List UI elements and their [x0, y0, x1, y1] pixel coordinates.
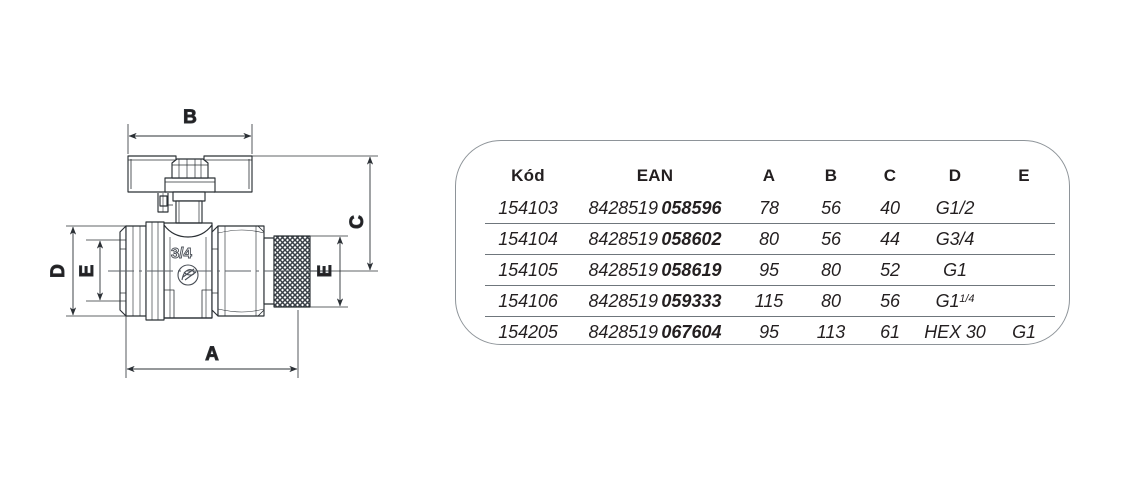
dimension-b: B	[127, 107, 253, 154]
ean-suffix: 058602	[661, 228, 722, 249]
dimension-d: D	[48, 225, 126, 317]
handle-hub	[164, 177, 216, 193]
specification-table: Kód EAN A B C D E 154103 8428519 058596 78…	[485, 159, 1055, 347]
dimension-a-label: A	[205, 344, 219, 365]
dimension-e-left: E	[77, 239, 126, 302]
cell-e	[993, 193, 1055, 224]
cell-a: 115	[739, 285, 799, 317]
table-header-row: Kód EAN A B C D E	[485, 159, 1055, 193]
cell-kod: 154106	[485, 285, 571, 317]
dimension-b-label: B	[183, 107, 197, 128]
cell-b: 113	[799, 316, 863, 347]
table-row: 154104 8428519 058602 80 56 44 G3/4	[485, 223, 1055, 255]
stem-hex-nut	[171, 158, 209, 179]
ball-valve-drawing: 3/4 B A	[48, 107, 378, 378]
cell-ean: 8428519 058619	[571, 254, 739, 286]
ean-suffix: 058596	[661, 197, 722, 218]
cell-d: G1/2	[917, 193, 993, 224]
cell-a: 78	[759, 197, 779, 218]
cell-d-value: G3/4	[935, 228, 975, 249]
table-row: 154106 8428519 059333 115 80 56 G11/4	[485, 285, 1055, 317]
dimension-c-label: C	[347, 215, 368, 229]
cell-kod: 154205	[485, 316, 571, 347]
handle-stop-tab	[157, 193, 173, 213]
dimension-e-right: E	[300, 235, 348, 308]
cell-a: 95	[739, 316, 799, 347]
ean-suffix: 059333	[661, 290, 722, 311]
cell-d-value: G1	[943, 259, 967, 280]
cell-e	[993, 285, 1055, 317]
cell-ean: 8428519 059333	[571, 285, 739, 317]
column-header-ean: EAN	[636, 166, 674, 185]
outlet-threaded-spigot	[263, 235, 311, 308]
cell-e	[993, 223, 1055, 255]
ean-prefix: 8428519	[588, 290, 658, 311]
cell-kod: 154104	[485, 223, 571, 255]
ean-prefix: 8428519	[588, 228, 658, 249]
column-header-b: B	[824, 166, 838, 185]
dimension-d-label: D	[48, 264, 69, 278]
cell-a: 95	[739, 254, 799, 286]
column-header-e: E	[1018, 166, 1030, 185]
cell-ean: 8428519 067604	[571, 316, 739, 347]
cell-ean: 8428519 058596	[571, 193, 739, 224]
cell-d: G1	[917, 254, 993, 286]
cell-c: 40	[880, 197, 900, 218]
table-row: 154205 8428519 067604 95 113 61 HEX 30 G1	[485, 316, 1055, 347]
cell-d-value: G1/2	[935, 197, 975, 218]
cell-d-superscript: 1/4	[959, 292, 975, 305]
cell-e: G1	[993, 316, 1055, 347]
column-header-c: C	[883, 166, 897, 185]
cell-kod: 154103	[498, 197, 558, 218]
body-marking-size: 3/4	[171, 245, 193, 262]
cell-b: 56	[821, 197, 841, 218]
cell-d-value: G1	[935, 290, 960, 311]
dimension-e-right-label: E	[315, 265, 336, 278]
technical-drawing-panel: 3/4 B A	[0, 0, 430, 500]
ean-prefix: 8428519	[588, 197, 658, 218]
column-header-d: D	[948, 166, 962, 185]
cell-kod: 154105	[485, 254, 571, 286]
cell-c: 44	[863, 223, 917, 255]
cell-e	[993, 254, 1055, 286]
cell-d-value: HEX 30	[924, 321, 986, 342]
column-header-kod: Kód	[511, 166, 545, 185]
ean-prefix: 8428519	[588, 321, 658, 342]
cell-b: 80	[799, 285, 863, 317]
cell-b: 80	[799, 254, 863, 286]
dimension-e-left-label: E	[77, 265, 98, 278]
cell-a: 80	[739, 223, 799, 255]
cell-c: 52	[863, 254, 917, 286]
column-header-a: A	[762, 166, 776, 185]
table-row: 154105 8428519 058619 95 80 52 G1	[485, 254, 1055, 286]
cell-c: 61	[863, 316, 917, 347]
dimension-table-panel: Kód EAN A B C D E 154103 8428519 058596 78…	[455, 140, 1070, 347]
ean-prefix: 8428519	[588, 259, 658, 280]
table-row: 154103 8428519 058596 78 56 40 G1/2	[485, 193, 1055, 224]
cell-d: HEX 30	[917, 316, 993, 347]
table-body: 154103 8428519 058596 78 56 40 G1/2 154104 8428…	[485, 193, 1055, 347]
ean-suffix: 058619	[661, 259, 722, 280]
body-marking-group: 3/4	[171, 245, 199, 286]
cell-c: 56	[863, 285, 917, 317]
cell-b: 56	[799, 223, 863, 255]
ean-suffix: 067604	[661, 321, 722, 342]
dimension-a: A	[125, 310, 299, 378]
valve-stem-gland	[172, 191, 206, 224]
manufacturer-logo-icon	[177, 264, 199, 286]
cell-ean: 8428519 058602	[571, 223, 739, 255]
dimension-c: C	[252, 155, 378, 272]
cell-d: G11/4	[917, 285, 993, 317]
cell-d: G3/4	[917, 223, 993, 255]
